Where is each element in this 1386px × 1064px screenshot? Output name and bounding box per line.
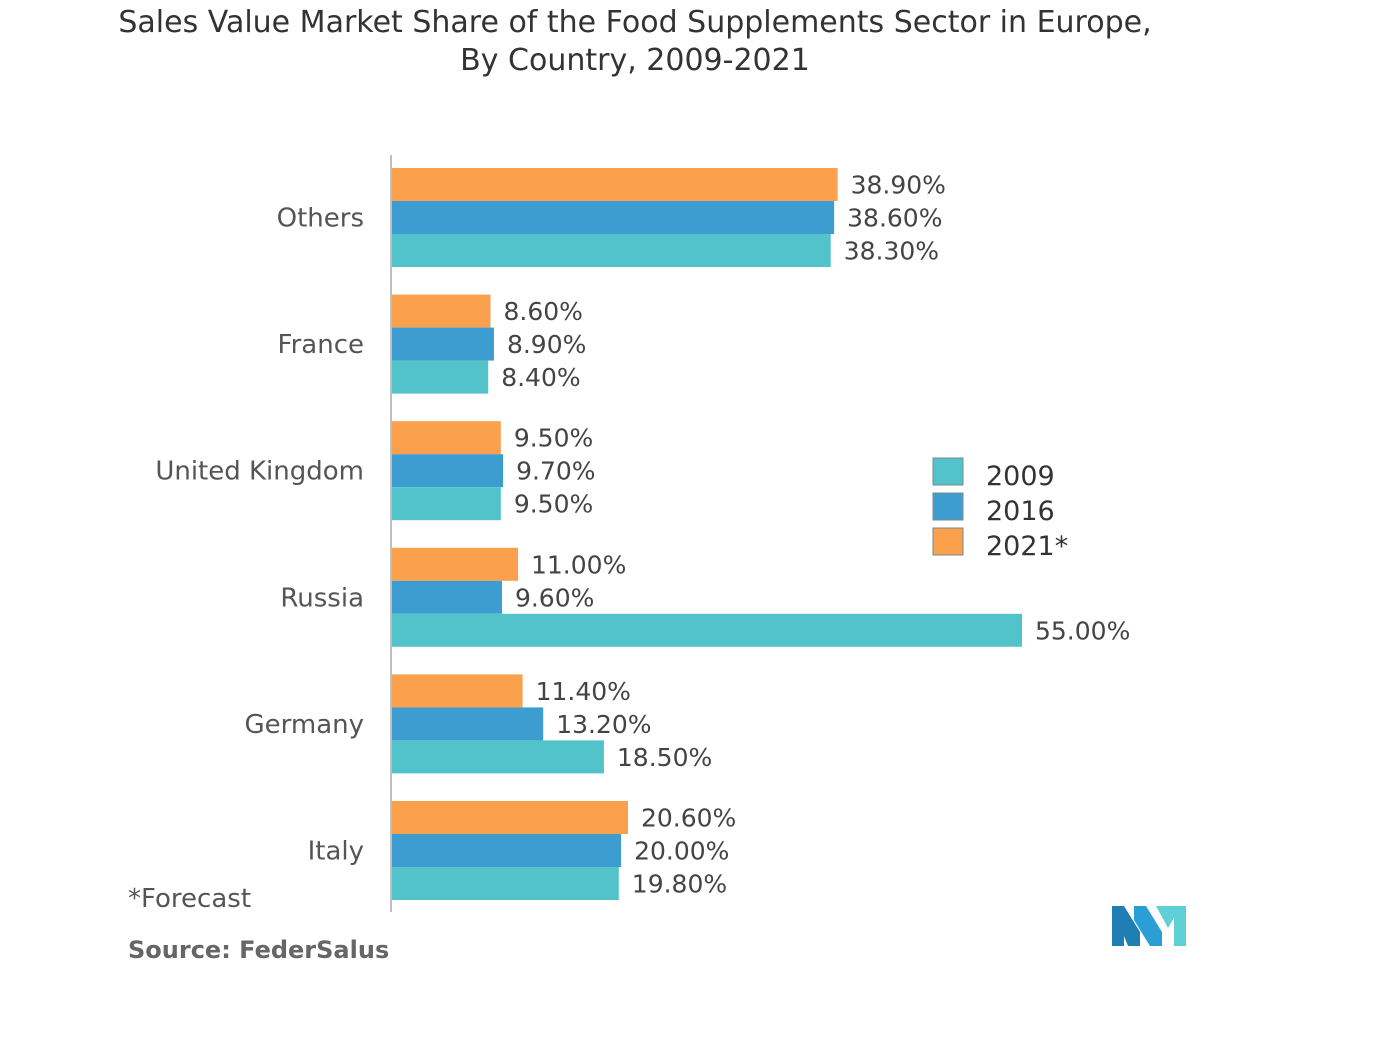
bar-2016-germany — [392, 707, 544, 741]
data-label: 18.50% — [617, 743, 712, 772]
data-label: 20.60% — [641, 804, 736, 833]
legend-label: 2016 — [986, 496, 1055, 527]
category-label: Germany — [244, 710, 364, 740]
data-label: 8.90% — [507, 330, 586, 359]
bar-2016-others — [392, 201, 835, 234]
data-label: 11.40% — [536, 677, 631, 706]
legend-label: 2021* — [986, 531, 1068, 562]
data-label: 13.20% — [556, 710, 651, 739]
bar-2009-russia — [392, 613, 1022, 647]
bar-2016-france — [392, 327, 494, 361]
bar-2016-russia — [392, 580, 502, 614]
legend-swatch-2016 — [932, 492, 964, 521]
data-label: 38.60% — [847, 204, 942, 233]
bar-2009-france — [392, 360, 489, 394]
bar-2021-russia — [392, 547, 518, 581]
data-label: 38.30% — [844, 237, 939, 266]
data-label: 20.00% — [634, 837, 729, 866]
legend-label: 2009 — [986, 461, 1055, 492]
legend-swatch-2009 — [932, 457, 964, 486]
chart-title-line-2: By Country, 2009-2021 — [460, 43, 810, 78]
bar-2021-united-kingdom — [392, 421, 501, 455]
data-label: 8.40% — [501, 363, 580, 392]
data-label: 9.60% — [515, 583, 594, 612]
forecast-footnote: *Forecast — [128, 884, 252, 914]
data-label: 9.70% — [516, 457, 595, 486]
bar-2009-germany — [392, 740, 604, 774]
data-label: 38.90% — [851, 171, 946, 200]
data-label: 19.80% — [632, 870, 727, 899]
bar-2021-france — [392, 294, 491, 328]
category-label: Russia — [280, 583, 364, 613]
category-label: Italy — [308, 837, 364, 867]
bar-2016-united-kingdom — [392, 454, 504, 488]
chart-title-line-1: Sales Value Market Share of the Food Sup… — [118, 5, 1152, 40]
legend-swatch-2021 — [932, 527, 964, 556]
bar-2009-italy — [392, 867, 619, 900]
data-label: 9.50% — [514, 490, 593, 519]
bar-2021-others — [392, 168, 838, 201]
category-label: Others — [277, 204, 364, 234]
bar-2021-germany — [392, 674, 523, 708]
source-note: Source: FederSalus — [128, 936, 390, 964]
bar-2021-italy — [392, 801, 628, 834]
bar-2009-others — [392, 234, 831, 267]
bar-2016-italy — [392, 834, 622, 867]
chart-title: Sales Value Market Share of the Food Sup… — [0, 4, 1270, 80]
data-label: 9.50% — [514, 424, 593, 453]
data-label: 8.60% — [504, 297, 583, 326]
data-label: 55.00% — [1035, 616, 1130, 645]
category-label: France — [278, 330, 364, 360]
mordor-intelligence-logo-icon — [1112, 906, 1186, 946]
data-label: 11.00% — [531, 550, 626, 579]
category-label: United Kingdom — [155, 457, 364, 487]
bar-2009-united-kingdom — [392, 487, 501, 521]
